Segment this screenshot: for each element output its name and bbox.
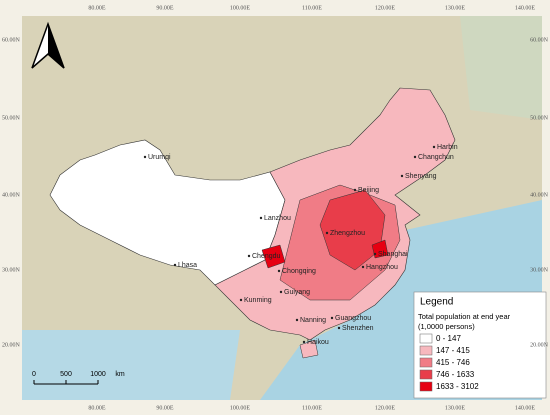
city-dot bbox=[279, 290, 283, 294]
lon-label: 120.00E bbox=[375, 5, 396, 11]
scale-label: km bbox=[115, 371, 125, 378]
city-label: Chongqing bbox=[282, 268, 316, 275]
city-dot bbox=[432, 145, 436, 149]
city-dot bbox=[259, 216, 263, 220]
city-dot bbox=[277, 269, 281, 273]
city-label: Zhengzhou bbox=[330, 230, 365, 237]
lon-label: 100.00E bbox=[230, 405, 251, 411]
lon-label: 90.00E bbox=[156, 5, 174, 11]
city-label: Chengdu bbox=[252, 253, 281, 260]
legend-swatch bbox=[419, 357, 433, 368]
lat-label: 60.00N bbox=[2, 37, 21, 43]
legend-swatch bbox=[419, 345, 433, 356]
legend-label: 147 - 415 bbox=[436, 346, 470, 355]
legend-box bbox=[413, 291, 547, 399]
legend-label: 746 - 1633 bbox=[436, 370, 475, 379]
scale-label: 500 bbox=[60, 371, 72, 378]
city-dot bbox=[295, 318, 299, 322]
city-label: Haikou bbox=[307, 339, 329, 346]
city-label: Guangzhou bbox=[335, 315, 371, 322]
city-label: Nanning bbox=[300, 317, 326, 324]
lon-label: 110.00E bbox=[302, 405, 322, 411]
city-label: Lhasa bbox=[178, 262, 197, 269]
lat-label: 40.00N bbox=[530, 192, 549, 198]
city-label: Urumqi bbox=[148, 154, 171, 161]
city-label: Changchun bbox=[418, 154, 454, 161]
legend-swatch bbox=[419, 333, 433, 344]
city-label: Shanghai bbox=[378, 251, 408, 258]
legend-swatch bbox=[419, 369, 433, 380]
lon-label: 100.00E bbox=[230, 5, 251, 11]
sea bbox=[22, 330, 240, 400]
lat-label: 50.00N bbox=[530, 115, 549, 121]
city-label: Guiyang bbox=[284, 289, 310, 296]
legend-label: 415 - 746 bbox=[436, 358, 470, 367]
lat-label: 30.00N bbox=[530, 267, 549, 273]
lat-label: 30.00N bbox=[2, 267, 21, 273]
lon-label: 140.00E bbox=[515, 5, 536, 11]
city-dot bbox=[302, 340, 306, 344]
lat-label: 50.00N bbox=[2, 115, 21, 121]
city-dot bbox=[361, 265, 365, 269]
city-dot bbox=[325, 231, 329, 235]
city-label: Hangzhou bbox=[366, 264, 398, 271]
city-dot bbox=[247, 254, 251, 258]
lon-label: 120.00E bbox=[375, 405, 396, 411]
lat-label: 60.00N bbox=[530, 37, 549, 43]
lat-label: 40.00N bbox=[2, 192, 21, 198]
north-arrow bbox=[48, 24, 64, 68]
legend-swatch bbox=[419, 381, 433, 392]
legend-label: 0 - 147 bbox=[436, 334, 461, 343]
legend-label: 1633 - 3102 bbox=[436, 382, 479, 391]
hainan bbox=[299, 339, 319, 359]
city-dot bbox=[239, 298, 243, 302]
city-dot bbox=[143, 155, 147, 159]
city-label: Lanzhou bbox=[264, 215, 291, 222]
city-dot bbox=[353, 188, 357, 192]
scale-label: 1000 bbox=[90, 371, 106, 378]
lon-label: 130.00E bbox=[445, 405, 466, 411]
city-label: Kunming bbox=[244, 297, 272, 304]
lon-label: 80.00E bbox=[88, 405, 106, 411]
lon-label: 110.00E bbox=[302, 5, 322, 11]
scale-label: 0 bbox=[32, 371, 36, 378]
legend-title: Legend bbox=[420, 297, 453, 308]
city-label: Shenyang bbox=[405, 173, 437, 180]
city-label: Shenzhen bbox=[342, 325, 374, 332]
lat-label: 20.00N bbox=[2, 342, 21, 348]
lon-label: 140.00E bbox=[515, 405, 536, 411]
city-label: Beijing bbox=[358, 187, 379, 194]
lon-label: 130.00E bbox=[445, 5, 466, 11]
city-dot bbox=[400, 174, 404, 178]
city-label: Harbin bbox=[437, 144, 458, 151]
city-dot bbox=[413, 155, 417, 159]
region-very-high bbox=[319, 189, 386, 271]
city-dot bbox=[330, 316, 334, 320]
city-dot bbox=[337, 326, 341, 330]
city-dot bbox=[373, 252, 377, 256]
lat-label: 20.00N bbox=[530, 342, 549, 348]
lon-label: 90.00E bbox=[156, 405, 174, 411]
city-dot bbox=[173, 263, 177, 267]
legend-subtitle: Total population at end year bbox=[418, 312, 511, 321]
land bbox=[460, 16, 542, 120]
lon-label: 80.00E bbox=[88, 5, 106, 11]
legend-unit: (1,0000 persons) bbox=[418, 322, 475, 331]
